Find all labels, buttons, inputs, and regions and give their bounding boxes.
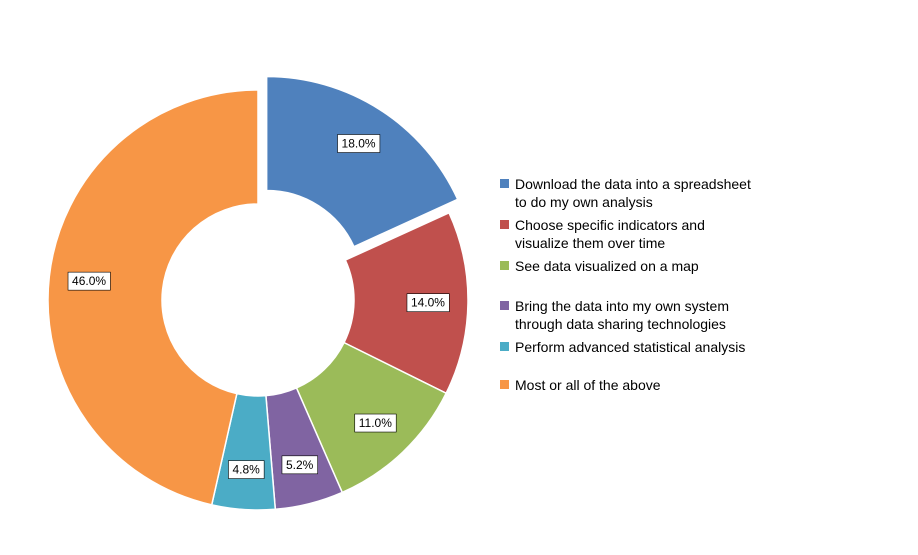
- data-label-text: 14.0%: [411, 296, 445, 310]
- data-label-text: 18.0%: [342, 137, 376, 151]
- data-label-box: [67, 271, 111, 291]
- data-label-6: 46.0%: [67, 271, 111, 291]
- legend-item-3: See data visualized on a map: [500, 257, 800, 275]
- legend: Download the data into a spreadsheet to d…: [500, 175, 800, 394]
- legend-label: Choose specific indicators and visualize …: [515, 216, 705, 252]
- legend-item-1: Download the data into a spreadsheet to d…: [500, 175, 800, 211]
- data-label-box: [354, 413, 397, 433]
- legend-label-line: to do my own analysis: [515, 194, 653, 210]
- donut-slices: [47, 75, 469, 511]
- data-label-box: [337, 134, 381, 153]
- legend-label-line: See data visualized on a map: [515, 258, 699, 274]
- legend-label: Download the data into a spreadsheet to d…: [515, 175, 751, 211]
- data-label-text: 4.8%: [232, 463, 260, 477]
- legend-label-line: Download the data into a spreadsheet: [515, 176, 751, 192]
- data-label-box: [281, 455, 318, 475]
- legend-label: Bring the data into my own system through…: [515, 297, 729, 333]
- legend-item-4: Bring the data into my own system through…: [500, 297, 800, 333]
- legend-item-2: Choose specific indicators and visualize …: [500, 216, 800, 252]
- legend-label-line: visualize them over time: [515, 235, 666, 251]
- legend-label: See data visualized on a map: [515, 257, 699, 275]
- legend-swatch: [500, 261, 509, 270]
- data-label-text: 46.0%: [72, 274, 106, 288]
- data-label-2: 14.0%: [406, 293, 450, 312]
- data-label-text: 11.0%: [359, 416, 392, 430]
- donut-slice-2: [343, 211, 469, 395]
- data-label-box: [406, 293, 450, 312]
- donut-slice-6: [47, 89, 259, 506]
- legend-label-line: Bring the data into my own system: [515, 298, 729, 314]
- legend-swatch: [500, 301, 509, 310]
- data-label-3: 11.0%: [354, 413, 397, 433]
- donut-slice-1: [265, 75, 459, 248]
- data-label-4: 5.2%: [281, 455, 318, 475]
- legend-label-line: Most or all of the above: [515, 377, 661, 393]
- legend-swatch: [500, 220, 509, 229]
- data-label-5: 4.8%: [228, 460, 265, 479]
- legend-label-line: through data sharing technologies: [515, 316, 726, 332]
- legend-item-6: Most or all of the above: [500, 376, 800, 394]
- legend-label-line: Perform advanced statistical analysis: [515, 339, 746, 355]
- legend-label: Most or all of the above: [515, 376, 661, 394]
- legend-label: Perform advanced statistical analysis: [515, 338, 745, 356]
- data-label-box: [228, 460, 265, 479]
- data-labels: 18.0% 14.0% 11.0% 5.2% 4.8% 46.0%: [67, 134, 450, 479]
- data-label-1: 18.0%: [337, 134, 381, 153]
- legend-item-5: Perform advanced statistical analysis: [500, 338, 800, 356]
- legend-swatch: [500, 179, 509, 188]
- legend-swatch: [500, 342, 509, 351]
- data-label-text: 5.2%: [286, 458, 314, 472]
- legend-swatch: [500, 380, 509, 389]
- legend-label-line: Choose specific indicators and: [515, 217, 705, 233]
